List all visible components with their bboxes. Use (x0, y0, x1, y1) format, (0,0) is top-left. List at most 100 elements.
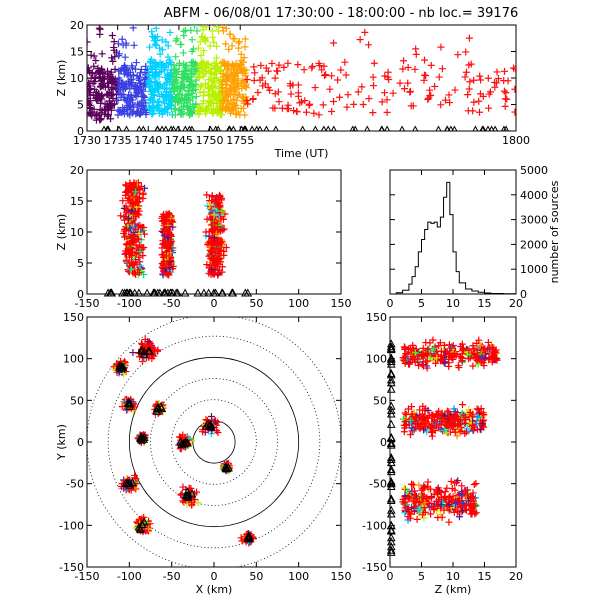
source-marker (404, 493, 412, 501)
station-triangle (230, 125, 237, 131)
source-marker (280, 63, 288, 71)
source-marker (411, 349, 419, 357)
source-marker (111, 53, 119, 61)
source-marker (354, 88, 362, 96)
source-marker (117, 94, 125, 102)
source-marker (228, 42, 236, 50)
range-ring (128, 356, 300, 528)
source-marker (144, 338, 152, 346)
source-marker (274, 88, 282, 96)
source-marker (457, 423, 465, 431)
source-marker (92, 57, 100, 65)
source-marker (437, 489, 445, 497)
source-marker (217, 66, 225, 74)
y-tick-label: 20 (70, 164, 84, 177)
station-triangle (193, 288, 203, 297)
source-marker (467, 501, 475, 509)
source-marker (250, 77, 258, 85)
source-marker (206, 99, 214, 107)
source-marker (249, 95, 257, 103)
source-marker (96, 83, 104, 91)
range-ring (107, 335, 321, 549)
source-marker (203, 191, 211, 199)
source-marker (437, 421, 445, 429)
source-marker (322, 71, 330, 79)
x-tick-label: 10 (446, 297, 460, 310)
source-marker (454, 51, 462, 59)
source-marker (308, 62, 316, 70)
source-marker (149, 88, 157, 96)
source-marker (210, 90, 218, 98)
source-marker (103, 79, 111, 87)
source-marker (476, 341, 484, 349)
source-marker (122, 80, 130, 88)
source-marker (461, 73, 469, 81)
source-marker (234, 92, 242, 100)
source-marker (162, 237, 170, 245)
source-marker (222, 40, 230, 48)
station-triangle (137, 519, 147, 528)
station-triangle (352, 125, 359, 131)
y-tick-label: 0 (77, 436, 84, 449)
station-triangle (168, 125, 175, 131)
y-tick-label: 15 (70, 46, 84, 59)
source-marker (415, 498, 423, 506)
source-marker (208, 106, 216, 114)
source-marker (413, 494, 421, 502)
source-marker (196, 38, 204, 46)
source-marker (408, 480, 416, 488)
source-marker (441, 493, 449, 501)
source-marker (472, 480, 480, 488)
source-marker (138, 358, 146, 366)
source-marker (250, 63, 258, 71)
source-marker (429, 336, 437, 344)
station-triangle (399, 125, 406, 131)
source-marker (370, 82, 378, 90)
source-marker (459, 401, 467, 409)
source-marker (87, 108, 95, 116)
source-marker (302, 108, 310, 116)
station-triangle (123, 125, 130, 131)
source-marker (479, 411, 487, 419)
source-marker (446, 99, 454, 107)
source-marker (427, 510, 435, 518)
source-marker (215, 221, 223, 229)
source-marker (166, 28, 174, 36)
source-marker (201, 80, 209, 88)
x-tick-label: -50 (163, 297, 181, 310)
station-triangle (105, 125, 112, 131)
x-tick-label: -150 (75, 570, 100, 583)
source-marker (181, 84, 189, 92)
source-marker (494, 75, 502, 83)
source-marker (404, 79, 412, 87)
source-marker (215, 269, 223, 277)
source-marker (452, 500, 460, 508)
source-marker (121, 53, 129, 61)
source-marker (126, 240, 134, 248)
source-marker (123, 256, 131, 264)
source-marker (209, 259, 217, 267)
station-triangle (218, 288, 227, 297)
station-triangle (181, 491, 191, 500)
station-triangle (386, 454, 396, 463)
source-marker (320, 62, 328, 70)
y-tick-label: 150 (63, 311, 84, 324)
station-triangle (479, 125, 486, 131)
source-marker (437, 501, 445, 509)
source-marker (136, 69, 144, 77)
station-triangle (241, 288, 250, 297)
source-marker (192, 81, 200, 89)
station-triangle (207, 125, 214, 131)
source-marker (181, 69, 189, 77)
source-marker (217, 227, 225, 235)
source-marker (149, 109, 157, 117)
source-marker (175, 61, 183, 69)
station-triangle (299, 125, 306, 131)
station-triangle (386, 464, 396, 473)
station-triangle (128, 477, 137, 487)
source-marker (432, 410, 440, 418)
source-marker (320, 71, 328, 79)
source-marker (438, 513, 446, 521)
source-marker (243, 75, 251, 83)
source-marker (148, 87, 156, 95)
